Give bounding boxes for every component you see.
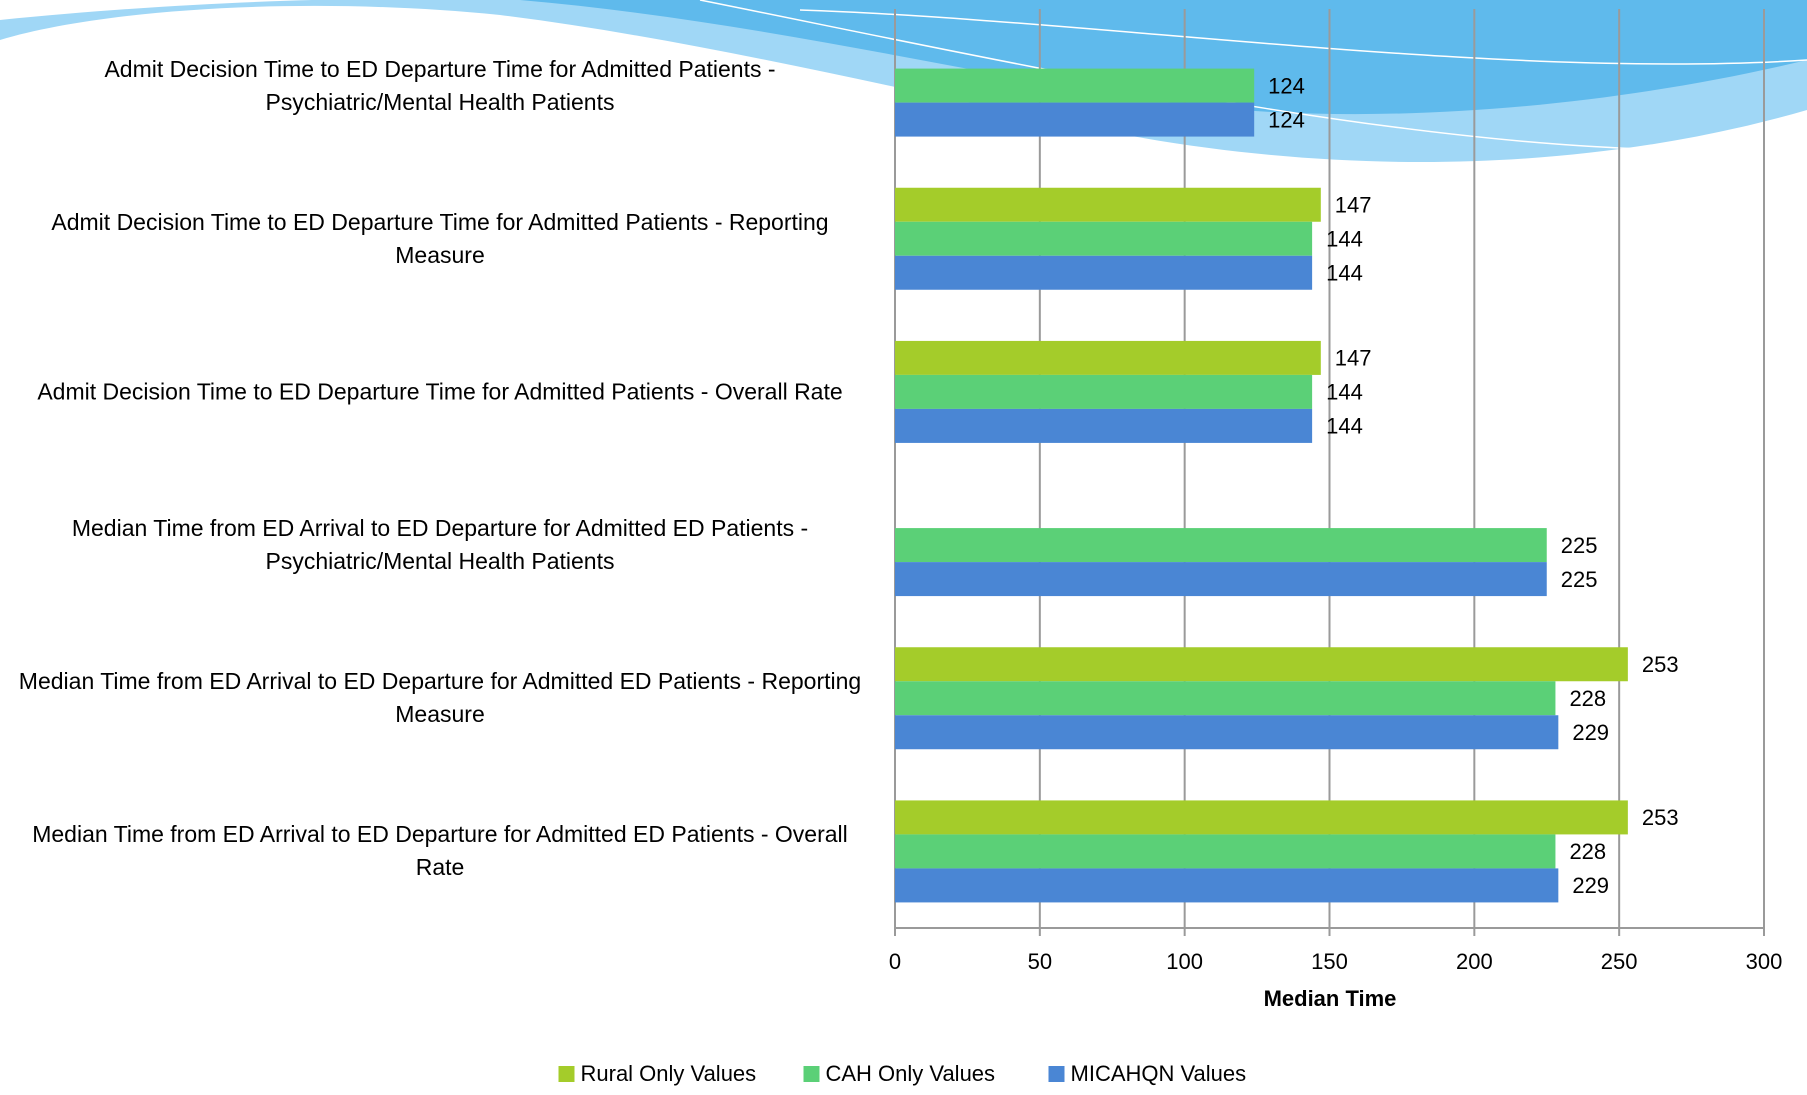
bar bbox=[895, 800, 1628, 835]
data-label: 124 bbox=[1268, 73, 1305, 98]
x-tick-label: 200 bbox=[1456, 949, 1493, 974]
data-label: 147 bbox=[1335, 346, 1372, 371]
category-label: Median Time from ED Arrival to ED Depart… bbox=[71, 515, 809, 575]
x-tick-label: 100 bbox=[1166, 949, 1203, 974]
category-label: Admit Decision Time to ED Departure Time… bbox=[37, 378, 843, 405]
bar bbox=[895, 340, 1321, 375]
x-tick-label: 300 bbox=[1746, 949, 1783, 974]
data-label: 225 bbox=[1561, 533, 1598, 558]
bar bbox=[895, 868, 1559, 903]
bar bbox=[895, 187, 1321, 222]
category-label: Median Time from ED Arrival to ED Depart… bbox=[18, 668, 862, 728]
bar bbox=[895, 647, 1628, 682]
data-label: 253 bbox=[1642, 652, 1679, 677]
bar bbox=[895, 374, 1313, 409]
data-label: 124 bbox=[1268, 107, 1305, 132]
data-label: 144 bbox=[1326, 380, 1363, 405]
bar bbox=[895, 221, 1313, 256]
data-label: 229 bbox=[1572, 720, 1609, 745]
legend-swatch bbox=[558, 1066, 575, 1082]
data-label: 228 bbox=[1569, 839, 1606, 864]
x-tick-label: 50 bbox=[1028, 949, 1052, 974]
bar bbox=[895, 102, 1255, 137]
data-label: 228 bbox=[1569, 686, 1606, 711]
bar bbox=[895, 834, 1556, 869]
category-label: Admit Decision Time to ED Departure Time… bbox=[51, 208, 829, 268]
category-label: Admit Decision Time to ED Departure Time… bbox=[104, 55, 776, 115]
bar bbox=[895, 681, 1556, 716]
x-tick-label: 150 bbox=[1311, 949, 1348, 974]
x-tick-label: 250 bbox=[1601, 949, 1638, 974]
x-axis-title: Median Time bbox=[1264, 986, 1397, 1011]
data-label: 147 bbox=[1335, 193, 1372, 218]
bar bbox=[895, 408, 1313, 443]
x-tick-label: 0 bbox=[889, 949, 901, 974]
bar bbox=[895, 528, 1547, 563]
category-label: Median Time from ED Arrival to ED Depart… bbox=[32, 821, 848, 881]
data-label: 144 bbox=[1326, 414, 1363, 439]
legend-swatch bbox=[803, 1066, 820, 1082]
bar bbox=[895, 562, 1547, 597]
legend-swatch bbox=[1048, 1066, 1065, 1082]
bar bbox=[895, 255, 1313, 290]
legend-label: CAH Only Values bbox=[826, 1061, 996, 1086]
legend-label: Rural Only Values bbox=[581, 1061, 757, 1086]
data-label: 144 bbox=[1326, 227, 1363, 252]
bar bbox=[895, 68, 1255, 103]
legend-label: MICAHQN Values bbox=[1071, 1061, 1247, 1086]
data-label: 229 bbox=[1572, 873, 1609, 898]
data-label: 253 bbox=[1642, 805, 1679, 830]
bar bbox=[895, 715, 1559, 750]
data-label: 144 bbox=[1326, 261, 1363, 286]
data-label: 225 bbox=[1561, 567, 1598, 592]
